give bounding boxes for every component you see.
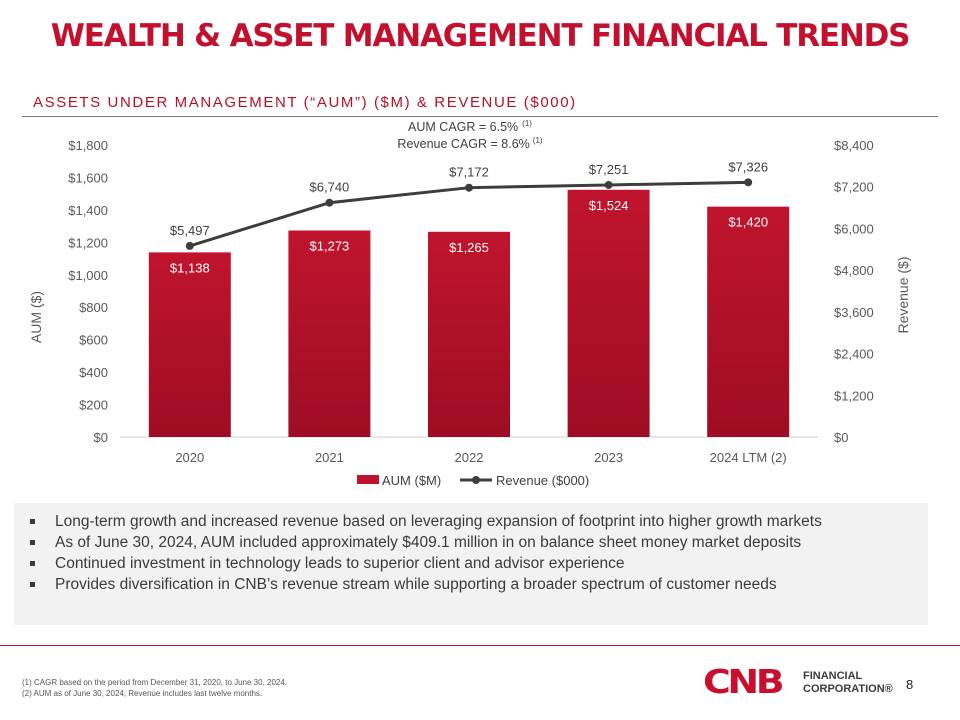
y-tick-label: $0 (94, 430, 108, 445)
y-axis-title: AUM ($) (28, 291, 44, 343)
y-tick-label: $200 (79, 398, 108, 413)
y2-tick-label: $0 (834, 430, 848, 445)
y2-tick-label: $1,200 (834, 388, 874, 403)
key-point: Long-term growth and increased revenue b… (29, 511, 928, 532)
logo-line-2: CORPORATION® (803, 683, 893, 695)
aum-bar-label: $1,273 (310, 238, 350, 253)
title-divider (22, 116, 938, 117)
legend-aum-label: AUM ($M) (382, 473, 441, 488)
x-tick-label: 2020 (175, 450, 204, 465)
aum-bar (148, 252, 231, 437)
revenue-point-label: $7,251 (589, 162, 629, 177)
x-tick-label: 2021 (315, 450, 344, 465)
legend-aum-swatch (357, 475, 379, 484)
revenue-point-label: $7,326 (728, 159, 768, 174)
y-tick-label: $1,000 (68, 268, 108, 283)
chart-subtitle: ASSETS UNDER MANAGEMENT (“AUM”) ($M) & R… (33, 94, 577, 111)
revenue-point (604, 180, 613, 189)
chart-legend: AUM ($M) Revenue ($000) (357, 473, 589, 488)
key-point: Continued investment in technology leads… (29, 553, 928, 574)
revenue-point-label: $5,497 (170, 223, 210, 238)
footnote: (2) AUM as of June 30, 2024; Revenue inc… (22, 689, 263, 698)
page-title: WEALTH & ASSET MANAGEMENT FINANCIAL TREN… (50, 18, 911, 54)
key-points-panel: Long-term growth and increased revenue b… (14, 503, 928, 625)
revenue-point-label: $7,172 (449, 165, 489, 180)
aum-bar-label: $1,524 (589, 198, 629, 213)
footnote: (1) CAGR based on the period from Decemb… (22, 678, 288, 687)
company-logo: CNB FINANCIAL CORPORATION® (703, 665, 893, 699)
x-tick-label: 2023 (594, 450, 623, 465)
revenue-point (185, 241, 194, 250)
footer-divider (0, 645, 960, 646)
cagr-annotation-revenue: Revenue CAGR = 8.6% (1) (397, 136, 542, 151)
aum-bar-label: $1,420 (728, 215, 768, 230)
footnotes: (1) CAGR based on the period from Decemb… (22, 677, 287, 699)
y-tick-label: $1,800 (68, 138, 108, 153)
logo-wordmark: FINANCIAL CORPORATION® (803, 670, 893, 696)
key-points-list: Long-term growth and increased revenue b… (14, 503, 928, 595)
aum-revenue-chart: $0 $200 $400 $600 $800 $1,000 $1,200 $1,400 $1,6… (28, 119, 911, 488)
logo-mark: CNB (703, 662, 785, 701)
y-tick-label: $800 (79, 300, 108, 315)
y2-tick-label: $3,600 (834, 305, 874, 320)
aum-bar-label: $1,265 (449, 240, 489, 255)
y2-tick-label: $4,800 (834, 263, 874, 278)
revenue-point (465, 183, 473, 192)
aum-bar (707, 206, 790, 437)
revenue-point (325, 198, 334, 207)
aum-bar-label: $1,138 (170, 260, 210, 275)
y2-tick-label: $6,000 (834, 221, 874, 236)
legend-revenue-label: Revenue ($000) (496, 473, 589, 488)
revenue-point (744, 178, 753, 187)
key-point: Provides diversification in CNB’s revenu… (29, 574, 928, 595)
legend-revenue-marker (472, 476, 480, 484)
y-tick-label: $1,600 (68, 170, 108, 185)
cagr-annotation-aum: AUM CAGR = 6.5% (1) (408, 119, 532, 134)
aum-bar (428, 231, 510, 437)
x-tick-label: 2024 LTM (2) (710, 450, 787, 465)
y-tick-label: $600 (79, 333, 108, 348)
logo-line-1: FINANCIAL (803, 670, 863, 682)
aum-bar (567, 189, 650, 437)
revenue-point-label: $6,740 (310, 180, 350, 195)
y2-tick-label: $2,400 (834, 347, 874, 362)
key-point: As of June 30, 2024, AUM included approx… (29, 532, 928, 553)
y-tick-label: $1,400 (68, 203, 108, 218)
y-tick-label: $400 (79, 365, 108, 380)
page-number: 8 (906, 677, 914, 692)
y2-tick-label: $7,200 (834, 180, 874, 195)
y-tick-label: $1,200 (68, 235, 108, 250)
y2-axis-title: Revenue ($) (895, 256, 911, 333)
x-tick-label: 2022 (455, 450, 484, 465)
y2-tick-label: $8,400 (834, 138, 874, 153)
aum-bar (288, 230, 371, 437)
